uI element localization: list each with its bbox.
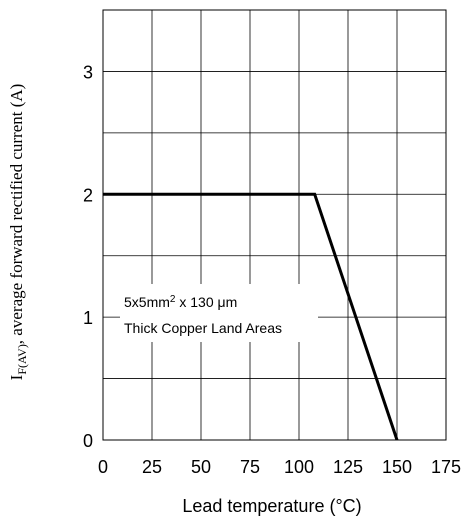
x-tick-label: 75 <box>240 457 260 477</box>
x-tick-label: 100 <box>284 457 314 477</box>
x-tick-label: 50 <box>191 457 211 477</box>
grid <box>103 10 446 440</box>
x-tick-label: 125 <box>333 457 363 477</box>
series-layer <box>103 192 399 441</box>
y-tick-labels: 0 1 2 3 <box>83 62 93 451</box>
y-tick-label: 2 <box>83 185 93 205</box>
y-tick-label: 3 <box>83 62 93 82</box>
annotation-superscript: 2 <box>170 294 176 305</box>
plot-frame <box>102 9 447 441</box>
x-axis-label: Lead temperature (°C) <box>182 496 361 516</box>
y-axis-label-subscript: F(AV) <box>15 344 29 374</box>
y-axis-label: IF(AV), average forward rectified curren… <box>7 84 29 381</box>
x-tick-label: 0 <box>98 457 108 477</box>
annotation-background <box>120 284 318 342</box>
y-axis-label-text: , average forward rectified current (A) <box>7 84 26 345</box>
x-tick-label: 175 <box>431 457 461 477</box>
series-line <box>103 192 399 441</box>
annotation-line-1: 5x5mm2 x 130 μm <box>124 294 237 311</box>
y-tick-label: 1 <box>83 308 93 328</box>
x-tick-label: 150 <box>382 457 412 477</box>
y-axis-label-symbol: I <box>7 374 26 380</box>
x-tick-labels: 0 25 50 75 100 125 150 175 <box>98 457 461 477</box>
y-tick-label: 0 <box>83 431 93 451</box>
annotation-line-2: Thick Copper Land Areas <box>124 320 282 336</box>
x-tick-label: 25 <box>142 457 162 477</box>
